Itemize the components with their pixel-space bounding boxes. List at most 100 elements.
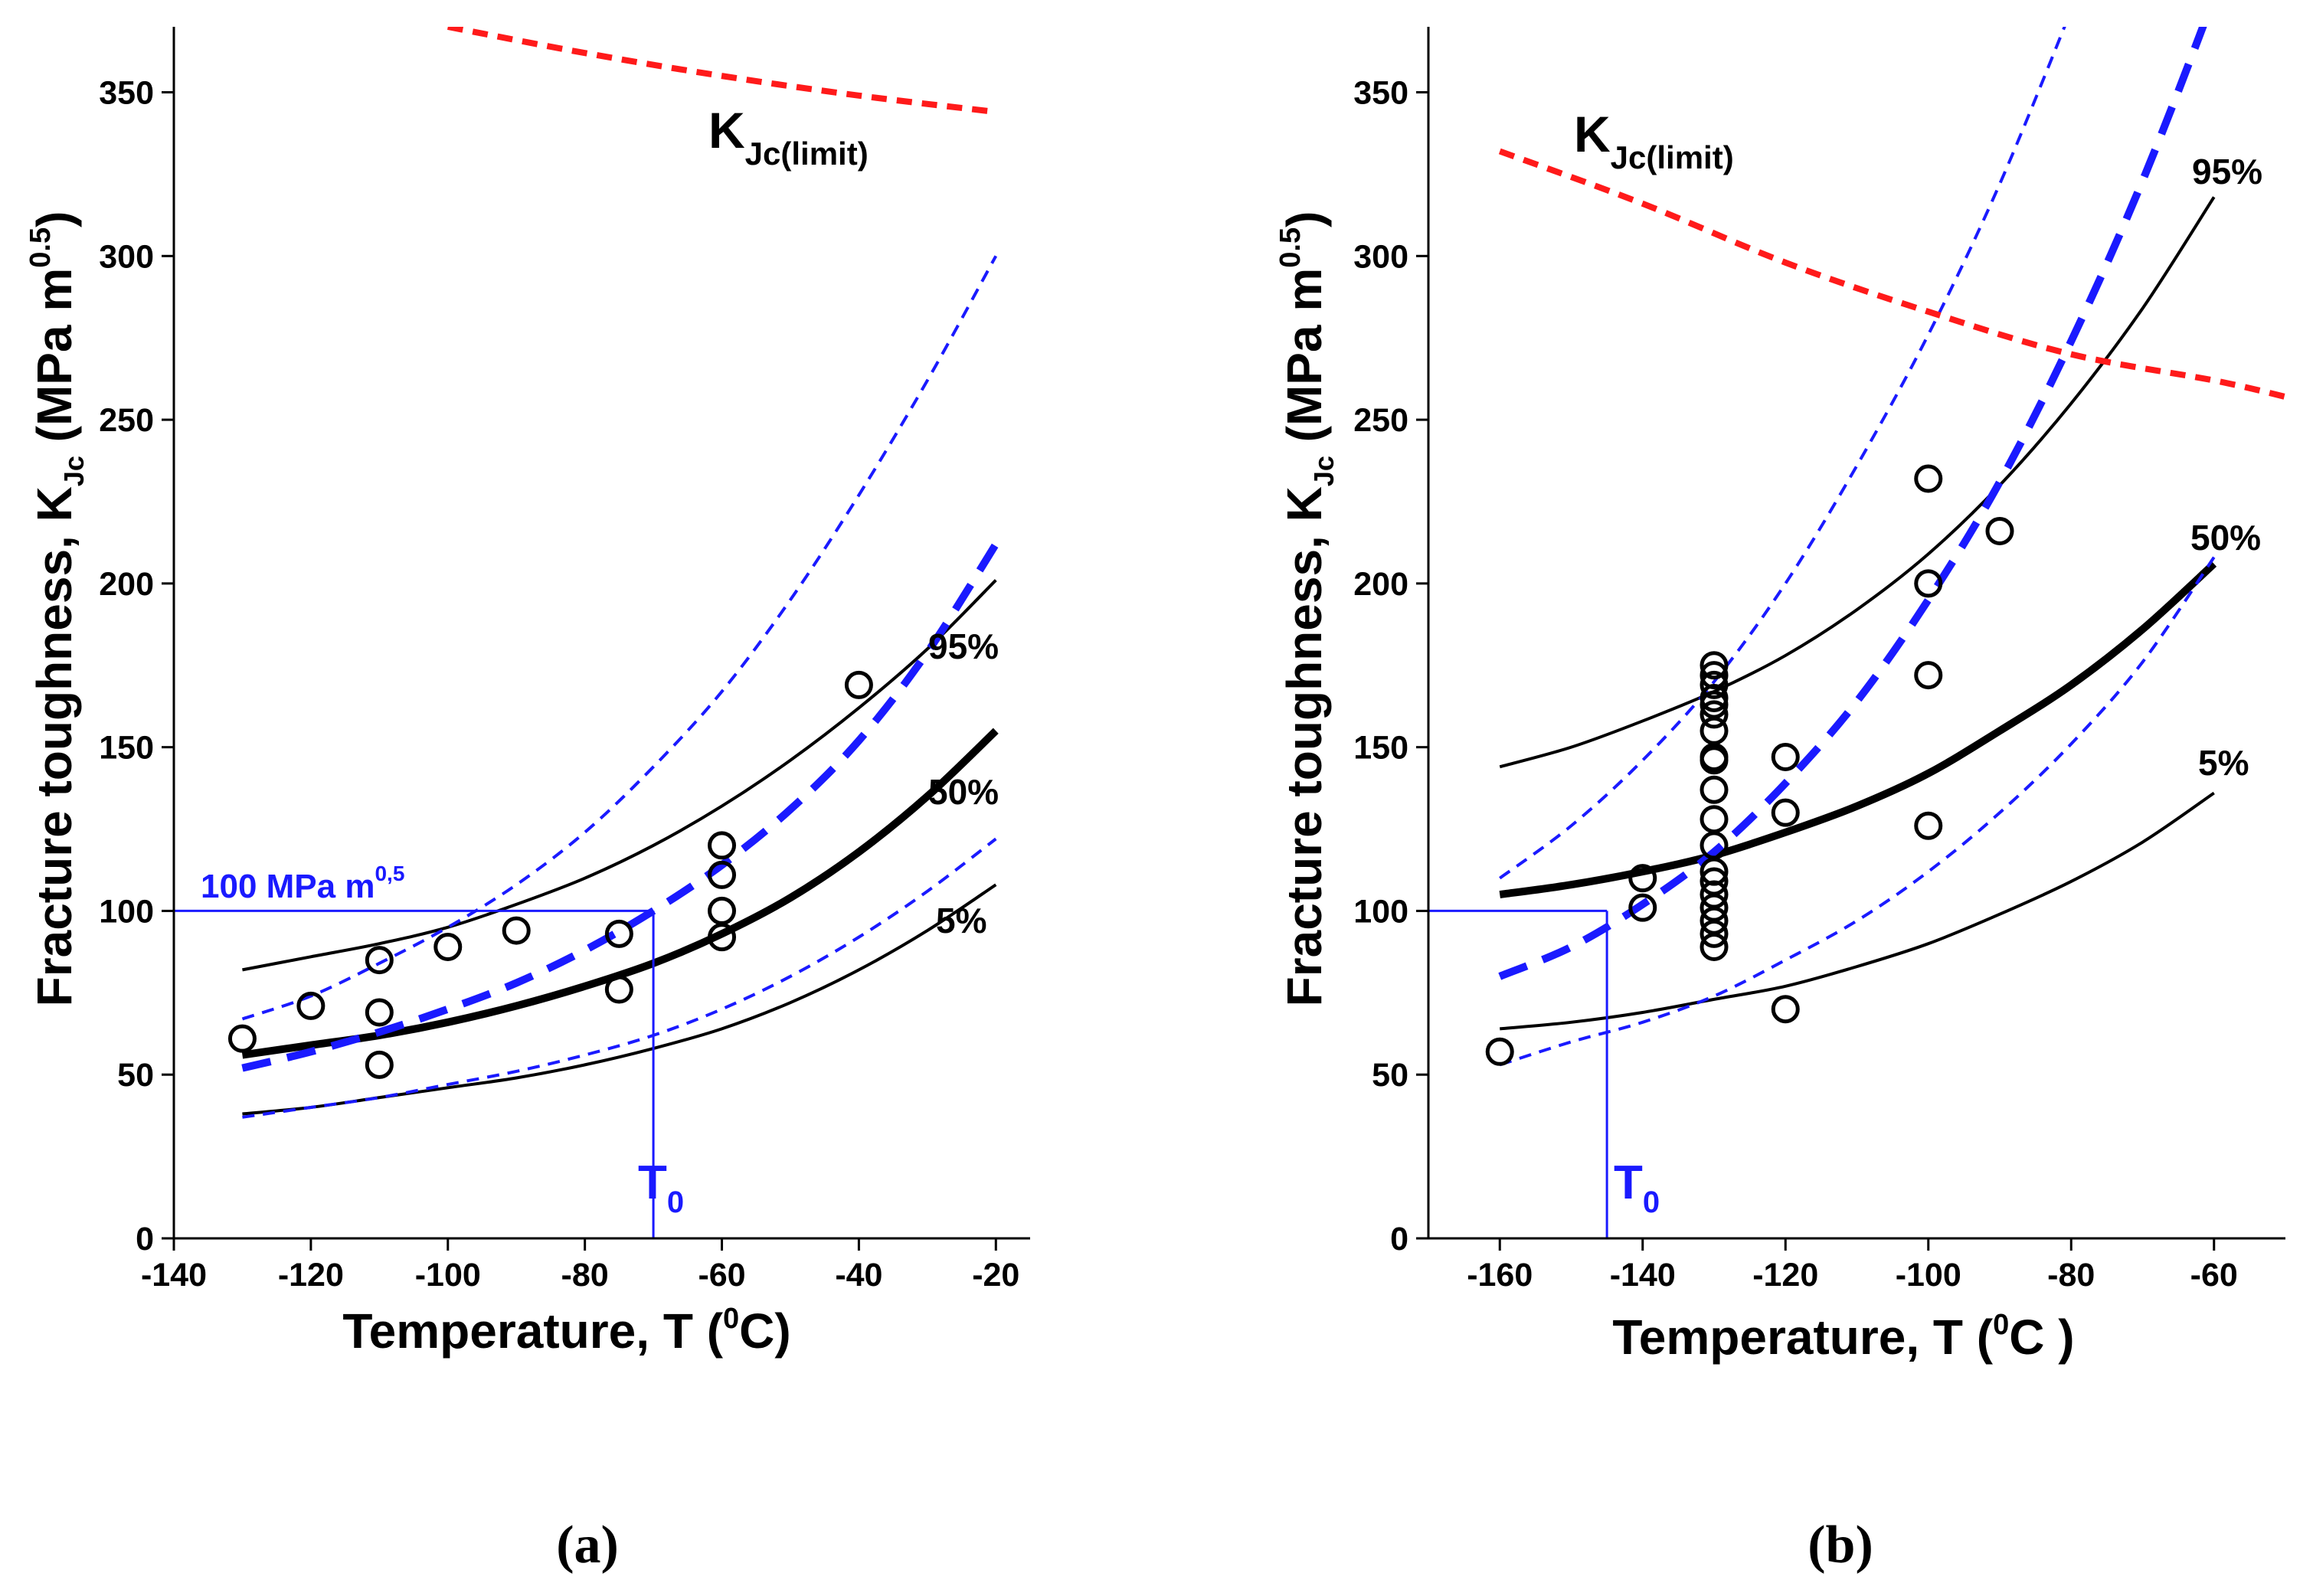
panel-a-reference-label: 100 MPa m0,5 xyxy=(201,862,404,905)
panel-b-y-tick-label: 300 xyxy=(1353,238,1408,275)
data-point xyxy=(1914,811,1943,840)
data-point xyxy=(1700,651,1729,680)
panel-a-y-tick-label: 300 xyxy=(99,238,154,275)
series-line-blue-95- xyxy=(1499,27,2066,880)
panel-a-points xyxy=(227,670,873,1079)
panel-b-x-tick-label: -80 xyxy=(2047,1257,2095,1293)
panel-b-klimit-label: KJc(limit) xyxy=(1574,106,1734,175)
panel-a-x-tick-label: -20 xyxy=(972,1257,1019,1293)
panel-a-x-tick-label: -80 xyxy=(561,1257,609,1293)
series-line-95- xyxy=(242,579,997,972)
panel-b-y-axis-title: Fracture toughness, KJc (MPa m0.5) xyxy=(1274,211,1340,1007)
panel-a-x-tick-label: -60 xyxy=(698,1257,745,1293)
panel-a-x-tick-label: -140 xyxy=(141,1257,207,1293)
data-point xyxy=(1700,661,1729,690)
panel-a-x-axis-title: Temperature, T (0C) xyxy=(342,1303,790,1359)
panel-a-y-tick-label: 150 xyxy=(99,730,154,767)
data-point xyxy=(844,670,873,699)
data-point xyxy=(1485,1037,1514,1066)
panel-a-label-5: 5% xyxy=(936,901,986,940)
data-point xyxy=(1700,775,1729,804)
panel-b-axes xyxy=(1427,27,2285,1240)
panel-b-t0-label: T0 xyxy=(1614,1156,1660,1219)
data-point xyxy=(1628,864,1657,893)
panel-b-points xyxy=(1485,464,2014,1066)
panel-a-x-tick-label: -120 xyxy=(278,1257,344,1293)
data-point xyxy=(1771,742,1800,771)
data-point xyxy=(1985,516,2014,545)
panel-a-ticks xyxy=(162,91,997,1251)
data-point xyxy=(1700,670,1729,699)
panel-b-y-tick-label: 50 xyxy=(1372,1057,1408,1094)
data-point xyxy=(708,923,737,952)
panel-b: -160 -140 -120 -100 -80 -60 0 50 100 150… xyxy=(1274,27,2285,1575)
series-line-50- xyxy=(1499,561,2217,899)
panel-b-y-tick-label: 100 xyxy=(1353,893,1408,930)
panel-a-y-tick-label: 200 xyxy=(99,566,154,603)
data-point xyxy=(708,831,737,860)
panel-a-reference-lines xyxy=(174,909,655,1238)
data-point xyxy=(604,975,633,1004)
series-line-5- xyxy=(1500,791,2215,1031)
panel-b-caption: (b) xyxy=(1808,1516,1873,1575)
panel-b-label-95: 95% xyxy=(2192,152,2262,191)
data-point xyxy=(1914,569,1943,598)
panel-b-x-tick-label: -100 xyxy=(1896,1257,1961,1293)
panel-b-x-tick-label: -120 xyxy=(1752,1257,1818,1293)
data-point xyxy=(433,932,463,961)
panel-a-curves xyxy=(241,27,999,1119)
data-point xyxy=(502,916,531,945)
series-line-blue-5- xyxy=(242,837,997,1119)
panel-b-label-5: 5% xyxy=(2198,743,2249,783)
data-point xyxy=(1771,798,1800,827)
panel-b-y-tick-label: 150 xyxy=(1353,730,1408,767)
data-point xyxy=(1771,995,1800,1024)
panel-b-x-tick-label: -160 xyxy=(1467,1257,1533,1293)
data-point xyxy=(365,946,394,975)
data-point xyxy=(1914,661,1943,690)
data-point xyxy=(227,1024,257,1053)
panel-a-y-axis-title: Fracture toughness, KJc (MPa m0.5) xyxy=(25,211,90,1007)
panel-b-label-50: 50% xyxy=(2190,518,2261,558)
panel-b-y-tick-label: 200 xyxy=(1353,566,1408,603)
panel-a-label-50: 50% xyxy=(928,772,999,812)
panel-b-x-axis-title: Temperature, T (0C ) xyxy=(1612,1309,2074,1365)
panel-a-y-tick-label: 350 xyxy=(99,75,154,112)
series-line-blue-95- xyxy=(241,255,998,1021)
panel-a-y-tick-label: 0 xyxy=(136,1221,154,1258)
series-line-95- xyxy=(1499,196,2216,769)
data-point xyxy=(1700,700,1729,729)
data-point xyxy=(1700,805,1729,834)
panel-a-x-tick-label: -100 xyxy=(415,1257,481,1293)
data-point xyxy=(1700,867,1729,896)
panel-a-t0-label: T0 xyxy=(638,1156,684,1219)
panel-a-y-tick-label: 250 xyxy=(99,402,154,439)
data-point xyxy=(365,998,394,1027)
panel-a-axes xyxy=(172,27,1030,1240)
data-point xyxy=(365,1050,394,1079)
panel-b-y-tick-label: 250 xyxy=(1353,402,1408,439)
panel-a-x-tick-label: -40 xyxy=(835,1257,882,1293)
panel-b-curves xyxy=(1498,27,2285,1067)
data-point xyxy=(1700,690,1729,719)
panel-a-y-tick-label: 50 xyxy=(117,1057,154,1094)
data-point xyxy=(1628,893,1657,922)
panel-a-klimit-label: KJc(limit) xyxy=(708,102,869,172)
panel-a-label-95: 95% xyxy=(928,626,999,666)
panel-b-y-tick-label: 350 xyxy=(1353,75,1408,112)
series-line-k-jc-limit- xyxy=(1498,148,2285,401)
panel-b-reference-lines xyxy=(1428,909,1608,1238)
data-point xyxy=(1914,464,1943,493)
data-point xyxy=(708,860,737,889)
series-line-blue-50- xyxy=(241,541,999,1072)
panel-b-y-tick-label: 0 xyxy=(1390,1221,1408,1258)
panel-a-caption: (a) xyxy=(556,1516,619,1575)
panel-b-ticks xyxy=(1416,91,2216,1251)
panel-b-x-tick-label: -60 xyxy=(2190,1257,2238,1293)
data-point xyxy=(604,919,633,948)
series-line-blue-50- xyxy=(1498,27,2207,980)
panel-a-y-tick-label: 100 xyxy=(99,893,154,930)
panel-b-x-tick-label: -140 xyxy=(1610,1257,1676,1293)
panel-a: -140 -120 -100 -80 -60 -40 -20 0 50 100 … xyxy=(25,27,1030,1575)
data-point xyxy=(296,991,326,1020)
